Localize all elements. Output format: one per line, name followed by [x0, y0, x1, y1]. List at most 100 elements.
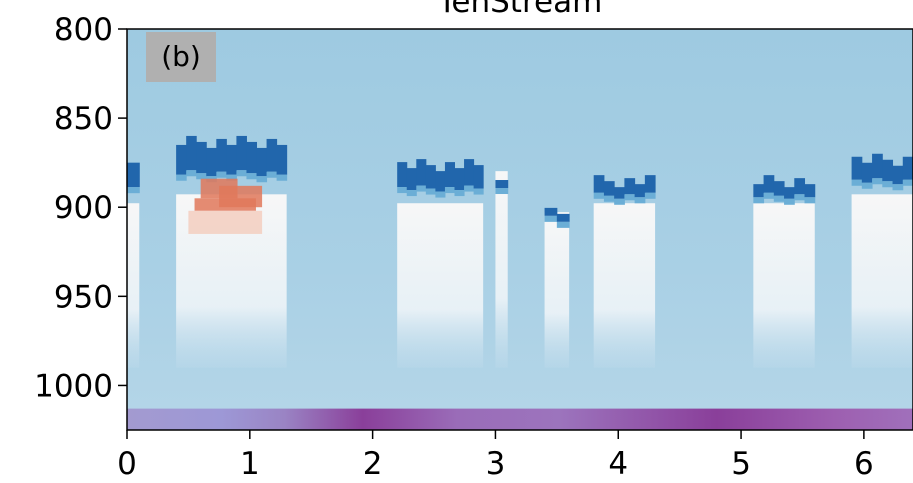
cloud-top-cell [851, 156, 863, 180]
cloud-top-cell [473, 165, 484, 189]
y-tick-label: 850 [54, 101, 113, 137]
cloud-top-cell [634, 184, 646, 198]
surface-band [127, 408, 913, 430]
cloud-top-cell [425, 165, 436, 189]
cloud-top-edge-cell [603, 195, 615, 202]
cloud-top-cell [256, 147, 268, 177]
cloud-top-cell [556, 213, 570, 222]
x-tick-label: 5 [731, 446, 751, 482]
warming-cell [194, 198, 256, 211]
cloud-top-cell [614, 187, 625, 199]
chart-title: TenStream [437, 0, 603, 20]
cloud-top-cell [794, 178, 806, 195]
cloud-top-cell [276, 144, 288, 175]
cloud-top-edge-cell [425, 188, 436, 195]
cloud-top-cell [753, 184, 765, 198]
cloud-top-edge-cell [127, 187, 140, 194]
cloud-top-cell [196, 141, 207, 174]
warming-fade-cell [188, 210, 263, 234]
cloud-top-edge-cell [753, 197, 765, 204]
below-cloud-region [397, 203, 484, 368]
cloud-top-edge-cell [794, 194, 806, 201]
cloud-top-cell [454, 168, 465, 191]
cloud-top-edge-cell [276, 174, 288, 181]
cloud-top-cell [593, 175, 605, 193]
cloud-top-edge-cell [892, 184, 904, 191]
cloud-top-edge-cell [861, 182, 873, 189]
cloud-column [593, 175, 656, 368]
cloud-top-edge-cell [176, 174, 187, 181]
cloud-top-cell [902, 156, 913, 180]
cloud-top-edge-cell [902, 179, 913, 186]
cloud-top-edge-cell [882, 181, 894, 188]
below-cloud-region [593, 203, 656, 368]
cloud-top-edge-cell [614, 198, 625, 205]
y-tick-label: 800 [54, 12, 113, 48]
cloud-top-edge-cell [406, 190, 417, 197]
below-cloud-region [851, 194, 913, 368]
cloud-top-cell [127, 162, 140, 188]
cloud-top-edge-cell [644, 192, 656, 199]
y-tick-label: 1000 [34, 368, 113, 404]
cloud-top-edge-cell [246, 173, 258, 180]
cloud-top-edge-cell [851, 179, 863, 186]
cloud-top-cell [464, 159, 475, 186]
cloud-top-edge-cell [435, 191, 446, 198]
x-tick-label: 1 [240, 446, 260, 482]
cloud-top-edge-cell [216, 171, 227, 178]
cloud-top-edge-cell [266, 171, 278, 178]
cloud-top-cell [495, 180, 509, 189]
cloud-top-cell [186, 135, 197, 171]
y-tick-label: 950 [54, 279, 113, 315]
cloud-top-edge-cell [593, 192, 605, 199]
x-tick-label: 0 [117, 446, 137, 482]
cloud-top-edge-cell [464, 185, 475, 192]
cloud-top-edge-cell [226, 174, 237, 181]
cloud-top-cell [416, 159, 427, 186]
cloud-top-cell [804, 184, 816, 198]
cloud-top-cell [784, 187, 795, 199]
cloud-top-edge-cell [256, 176, 268, 183]
cloud-top-cell [861, 162, 873, 183]
warming-region [188, 178, 263, 234]
cloud-top-edge-cell [773, 195, 785, 202]
panel-label: (b) [161, 40, 201, 73]
cloud-top-cell [216, 138, 227, 172]
y-tick-label: 900 [54, 190, 113, 226]
cloud-column [495, 171, 509, 368]
cloud-top-edge-cell [634, 197, 646, 204]
cloud-top-cell [763, 175, 775, 193]
cloud-top-cell [226, 144, 237, 175]
cloud-top-cell [206, 147, 217, 177]
cloud-top-edge-cell [444, 187, 455, 194]
cloud-top-edge-cell [196, 173, 207, 180]
cloud-top-edge-cell [872, 178, 883, 185]
x-tick-label: 4 [608, 446, 628, 482]
cloud-top-edge-cell [416, 185, 427, 192]
cloud-top-edge-cell [236, 170, 247, 177]
below-cloud-region [127, 203, 140, 368]
cloud-top-cell [406, 168, 417, 191]
cloud-top-cell [444, 162, 455, 188]
x-axis: 0 1 2 3 4 5 6 [117, 430, 874, 482]
cloud-column [127, 162, 140, 368]
cloud-top-edge-cell [544, 215, 558, 222]
cloud-top-edge-cell [624, 194, 636, 201]
cloud-top-cell [644, 175, 656, 193]
below-cloud-region [544, 212, 570, 368]
cloud-top-cell [246, 141, 258, 174]
cloud-column [397, 159, 484, 368]
below-cloud-region [495, 171, 508, 368]
cloud-top-cell [624, 178, 636, 195]
cloud-top-cell [882, 159, 894, 182]
cloud-top-edge-cell [784, 198, 795, 205]
cloud-top-edge-cell [804, 197, 816, 204]
x-tick-label: 3 [486, 446, 506, 482]
cloud-top-cell [603, 181, 615, 196]
panel-label-box [146, 32, 216, 82]
y-axis: 800 850 900 950 1000 [34, 12, 127, 404]
cloud-top-cell [544, 207, 558, 216]
cloud-top-cell [397, 162, 408, 188]
cloud-top-edge-cell [454, 190, 465, 197]
